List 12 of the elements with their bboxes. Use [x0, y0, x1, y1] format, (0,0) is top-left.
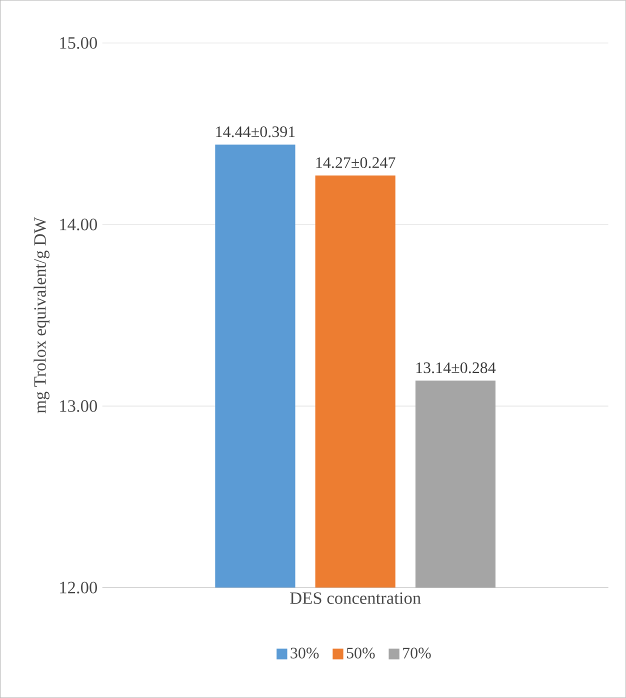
data-label: 13.14±0.284: [416, 362, 496, 374]
y-axis-title: mg Trolox equivalent/g DW: [34, 217, 50, 414]
data-label: 14.44±0.391: [216, 126, 295, 138]
x-tick-label: DES concentration: [290, 592, 421, 604]
legend-label: 50%: [346, 648, 375, 659]
y-tick-label: 14.00: [60, 218, 98, 230]
legend-label: 30%: [290, 648, 319, 659]
data-label: 14.27±0.247: [316, 157, 396, 168]
y-tick-label: 15.00: [60, 37, 98, 49]
legend-label: 70%: [403, 648, 431, 659]
y-tick-label: 13.00: [60, 400, 98, 412]
y-tick-label: 12.00: [60, 582, 98, 594]
